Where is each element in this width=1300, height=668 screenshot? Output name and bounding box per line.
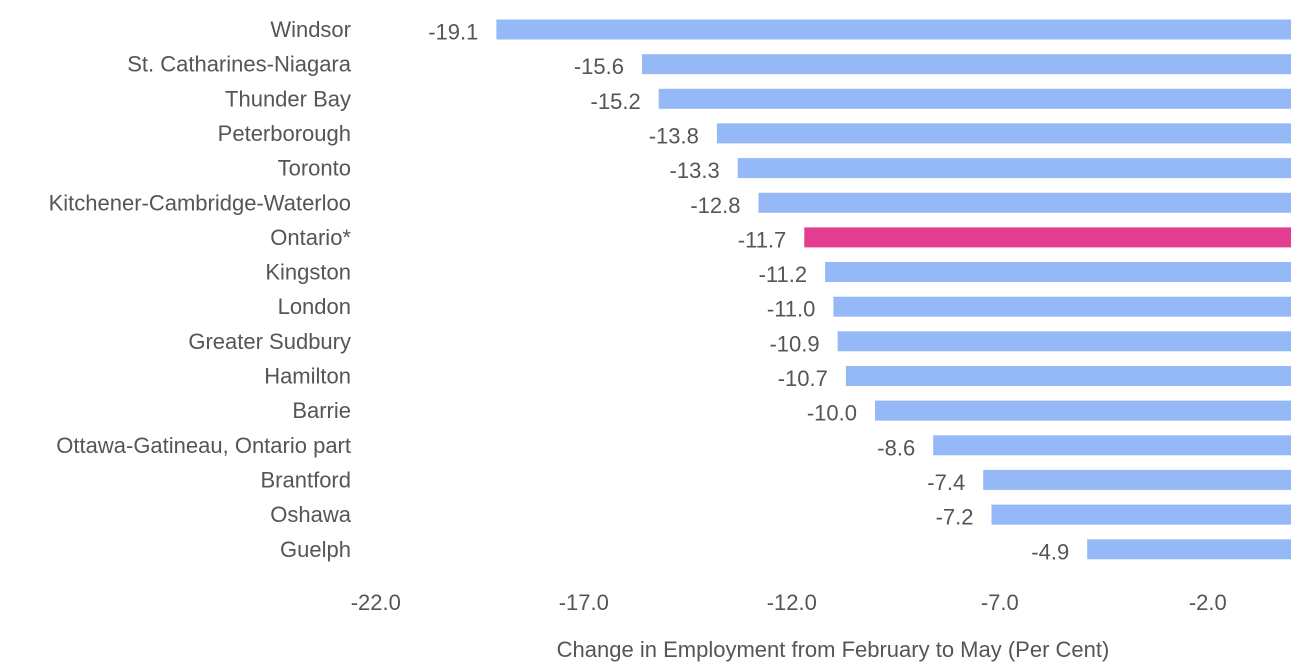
value-label-kingston: -11.2 xyxy=(759,262,808,287)
bar-toronto xyxy=(737,158,1291,179)
value-label-kitchener-cambridge-waterloo: -12.8 xyxy=(690,193,740,218)
category-label-barrie: Barrie xyxy=(292,398,351,423)
value-label-brantford: -7.4 xyxy=(927,470,965,495)
bar-oshawa xyxy=(991,504,1291,525)
category-label-kitchener-cambridge-waterloo: Kitchener-Cambridge-Waterloo xyxy=(49,190,351,215)
bar-st-catharines-niagara xyxy=(642,54,1291,75)
value-label-st-catharines-niagara: -15.6 xyxy=(574,54,624,79)
category-label-guelph: Guelph xyxy=(280,537,351,562)
value-label-greater-sudbury: -10.9 xyxy=(769,331,819,356)
bar-kingston xyxy=(825,262,1291,282)
value-label-guelph: -4.9 xyxy=(1031,539,1069,564)
value-label-hamilton: -10.7 xyxy=(778,366,828,391)
category-label-london: London xyxy=(278,294,351,319)
x-tick-label: -7.0 xyxy=(981,590,1019,615)
x-tick-label: -17.0 xyxy=(559,590,609,615)
category-label-brantford: Brantford xyxy=(261,467,352,492)
category-label-oshawa: Oshawa xyxy=(270,502,351,527)
value-label-peterborough: -13.8 xyxy=(649,123,699,148)
value-label-ottawa-gatineau-ontario-part: -8.6 xyxy=(877,435,915,460)
bar-peterborough xyxy=(716,123,1291,144)
value-label-london: -11.0 xyxy=(767,297,816,322)
value-label-thunder-bay: -15.2 xyxy=(591,89,641,114)
x-tick-label: -2.0 xyxy=(1189,590,1227,615)
bar-thunder-bay xyxy=(658,88,1291,109)
category-label-ottawa-gatineau-ontario-part: Ottawa-Gatineau, Ontario part xyxy=(56,433,351,458)
category-label-windsor: Windsor xyxy=(270,17,351,42)
bar-ontario xyxy=(804,227,1291,248)
bar-hamilton xyxy=(845,366,1291,386)
x-axis-ticks: -22.0 -17.0 -12.0 -7.0 -2.0 xyxy=(351,590,1227,615)
bar-barrie xyxy=(875,400,1291,421)
category-label-thunder-bay: Thunder Bay xyxy=(225,86,351,111)
category-label-hamilton: Hamilton xyxy=(264,364,351,389)
value-label-barrie: -10.0 xyxy=(807,401,857,426)
bar-ottawa-gatineau-ontario-part xyxy=(933,435,1291,456)
bar-greater-sudbury xyxy=(837,331,1291,352)
bar-brantford xyxy=(983,469,1291,490)
value-label-oshawa: -7.2 xyxy=(936,505,974,530)
bars-group xyxy=(496,19,1291,560)
value-labels: -19.1 -15.6 -15.2 -13.8 -13.3 -12.8 -11.7 -11.2… xyxy=(428,20,1069,565)
x-tick-label: -22.0 xyxy=(351,590,401,615)
category-label-st-catharines-niagara: St. Catharines-Niagara xyxy=(127,52,352,77)
bar-kitchener-cambridge-waterloo xyxy=(758,192,1291,213)
x-axis-title: Change in Employment from February to Ma… xyxy=(557,637,1110,662)
category-label-peterborough: Peterborough xyxy=(218,121,351,146)
value-label-windsor: -19.1 xyxy=(428,20,478,45)
category-label-kingston: Kingston xyxy=(265,260,351,285)
category-label-greater-sudbury: Greater Sudbury xyxy=(188,329,351,354)
x-tick-label: -12.0 xyxy=(767,590,817,615)
category-label-ontario: Ontario* xyxy=(270,225,351,250)
bar-windsor xyxy=(496,19,1291,40)
bar-london xyxy=(833,296,1291,317)
category-label-toronto: Toronto xyxy=(278,156,351,181)
value-label-toronto: -13.3 xyxy=(670,158,720,183)
value-label-ontario: -11.7 xyxy=(738,227,787,252)
category-labels: Windsor St. Catharines-Niagara Thunder Bay… xyxy=(49,17,352,562)
bar-guelph xyxy=(1087,539,1291,560)
